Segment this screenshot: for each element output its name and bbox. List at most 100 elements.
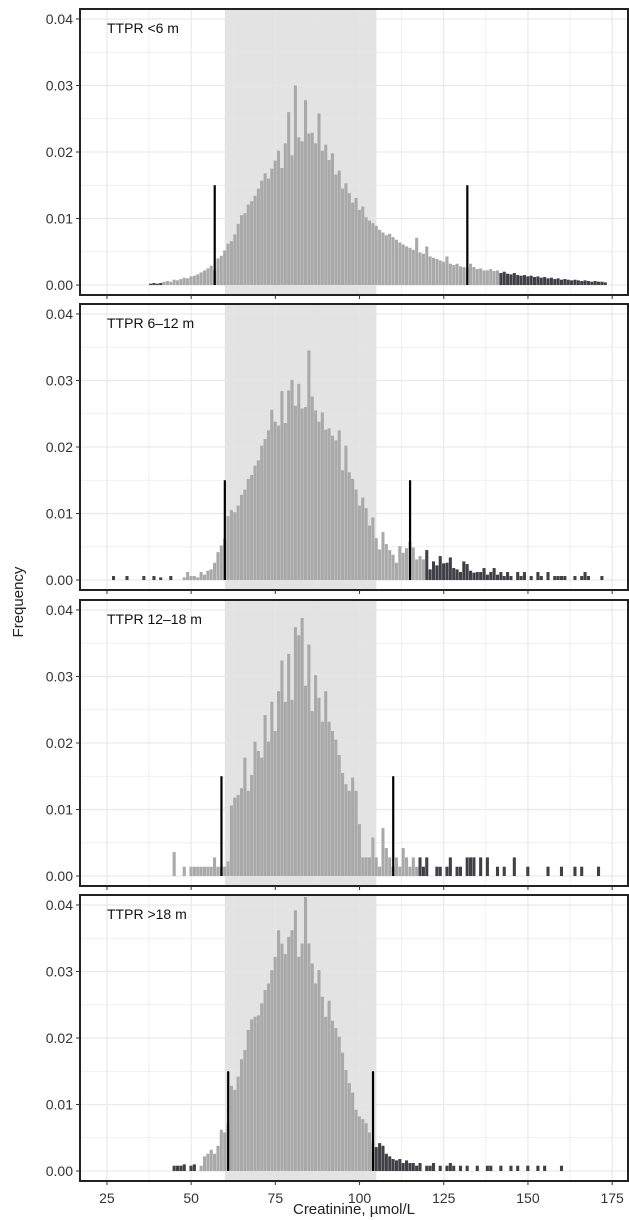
histogram-bar xyxy=(415,866,419,877)
histogram-bar xyxy=(529,275,533,286)
histogram-bar xyxy=(442,261,446,286)
histogram-bar xyxy=(182,866,186,877)
histogram-bar xyxy=(415,1165,419,1172)
histogram-bar xyxy=(344,445,348,581)
histogram-bar xyxy=(452,568,456,581)
histogram-bar xyxy=(320,721,324,877)
histogram-bar xyxy=(428,569,432,581)
histogram-bar xyxy=(458,1165,462,1172)
panel: TTPR 6–12 m 0.00 0.01 0.02 0.03 0.04 xyxy=(46,303,629,594)
histogram-bar xyxy=(526,866,530,877)
histogram-bar xyxy=(189,866,193,877)
histogram-bar xyxy=(290,930,294,1172)
histogram-bar xyxy=(256,1015,260,1172)
histogram-bar xyxy=(438,1165,442,1172)
histogram-bar xyxy=(600,281,604,286)
histogram-bar xyxy=(583,280,587,286)
histogram-bar xyxy=(374,538,378,581)
histogram-bar xyxy=(489,1165,493,1172)
histogram-bar xyxy=(469,570,473,581)
histogram-bar xyxy=(398,242,402,286)
histogram-bar xyxy=(428,256,432,286)
histogram-bar xyxy=(469,263,473,286)
histogram-bar xyxy=(455,263,459,286)
histogram-bar xyxy=(310,396,314,581)
histogram-bar xyxy=(411,857,415,877)
histogram-bar xyxy=(388,233,392,286)
histogram-bar xyxy=(186,572,190,581)
histogram-bar xyxy=(320,996,324,1172)
histogram-bar xyxy=(539,277,543,286)
histogram-bar xyxy=(243,757,247,877)
histogram-bar xyxy=(458,866,462,877)
histogram-bar xyxy=(347,193,351,286)
histogram-bar xyxy=(243,1049,247,1172)
histogram-bar xyxy=(202,574,207,581)
histogram-bar xyxy=(216,552,220,581)
histogram-bar xyxy=(378,866,382,877)
histogram-bar xyxy=(536,572,540,581)
histogram-bar xyxy=(593,281,597,286)
histogram-bar xyxy=(556,278,560,286)
y-tick-label: 0.03 xyxy=(46,372,73,388)
histogram-bar xyxy=(384,1153,388,1172)
histogram-bar xyxy=(425,246,429,286)
histogram-bar xyxy=(175,280,180,286)
histogram-bar xyxy=(448,1163,452,1172)
histogram-bar xyxy=(391,1159,395,1172)
histogram-bar xyxy=(155,283,159,286)
histogram-bar xyxy=(559,576,564,581)
histogram-bar xyxy=(344,1069,348,1172)
histogram-bar xyxy=(418,857,422,877)
histogram-bar xyxy=(226,516,230,581)
histogram-bar xyxy=(175,1165,180,1172)
histogram-bar xyxy=(310,963,314,1172)
x-tick-label: 125 xyxy=(432,1190,456,1206)
histogram-bar xyxy=(499,273,503,286)
histogram-bar xyxy=(364,1123,368,1172)
histogram-bar xyxy=(536,276,540,286)
y-tick-label: 0.01 xyxy=(46,802,73,818)
histogram-bar xyxy=(371,517,375,581)
histogram-bar xyxy=(425,1165,429,1172)
histogram-bar xyxy=(364,508,368,581)
histogram-bar xyxy=(341,188,345,286)
histogram-bar xyxy=(236,1076,240,1172)
histogram-bar xyxy=(266,741,270,877)
histogram-bar xyxy=(253,1016,257,1172)
histogram-bar xyxy=(256,460,260,581)
histogram-bar xyxy=(283,701,287,877)
histogram-bar xyxy=(206,1153,210,1172)
histogram-bar xyxy=(462,267,466,286)
histogram-bar xyxy=(553,576,557,581)
histogram-bar xyxy=(300,617,304,877)
histogram-bar xyxy=(401,552,405,581)
histogram-bar xyxy=(391,237,395,286)
histogram-bar xyxy=(300,141,304,286)
histogram-bar xyxy=(253,195,257,286)
histogram-bar xyxy=(341,772,345,877)
histogram-bar xyxy=(246,790,250,877)
panel: TTPR <6 m 0.00 0.01 0.02 0.03 0.04 xyxy=(46,8,629,299)
histogram-bar xyxy=(394,857,398,877)
histogram-bar xyxy=(337,1036,341,1172)
histogram-bar xyxy=(270,970,274,1172)
histogram-bar xyxy=(287,390,291,581)
histogram-bar xyxy=(196,274,200,286)
y-tick-label: 0.00 xyxy=(46,868,73,884)
histogram-bar xyxy=(485,270,489,286)
histogram-bar xyxy=(233,234,237,286)
histogram-bar xyxy=(226,861,230,877)
histogram-bar xyxy=(398,546,402,581)
panel-label: TTPR 6–12 m xyxy=(107,315,194,331)
histogram-bar xyxy=(327,721,331,877)
histogram-bar xyxy=(334,440,338,581)
histogram-bar xyxy=(583,572,587,581)
histogram-bar xyxy=(374,225,378,286)
histogram-bar xyxy=(317,113,321,286)
histogram-bar xyxy=(502,576,506,581)
y-tick-label: 0.04 xyxy=(46,306,73,322)
histogram-bar xyxy=(590,281,594,286)
histogram-bar xyxy=(475,269,479,286)
histogram-bar xyxy=(219,1129,223,1172)
